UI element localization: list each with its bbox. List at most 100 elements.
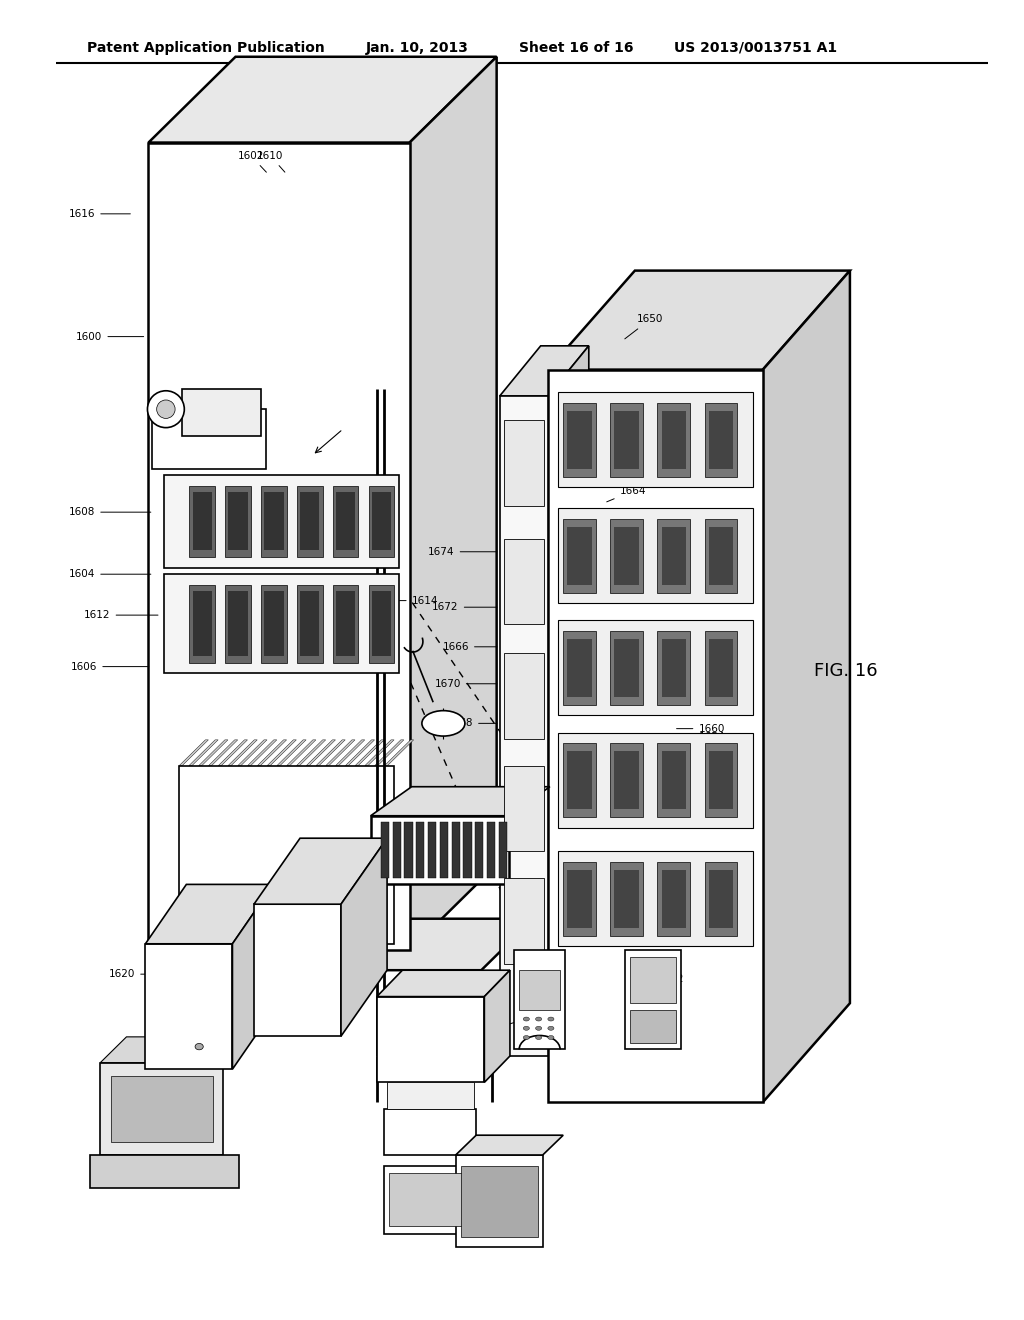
Polygon shape [381,822,389,878]
Text: 1680: 1680 [468,1023,514,1038]
Polygon shape [199,739,228,766]
Polygon shape [499,822,507,878]
Polygon shape [709,870,733,928]
Text: 1654: 1654 [677,731,725,742]
Polygon shape [463,822,471,878]
Polygon shape [563,519,596,593]
Text: 1674: 1674 [428,546,497,557]
Text: 1620: 1620 [109,969,164,979]
Polygon shape [484,970,510,1082]
Ellipse shape [548,1016,554,1022]
Polygon shape [336,739,365,766]
Text: Sheet 16 of 16: Sheet 16 of 16 [519,41,634,54]
Polygon shape [662,527,686,585]
Ellipse shape [147,391,184,428]
Ellipse shape [157,400,175,418]
Polygon shape [610,519,643,593]
Polygon shape [657,743,690,817]
Polygon shape [548,370,763,1102]
Polygon shape [326,739,355,766]
Polygon shape [100,1063,223,1155]
Text: 1600: 1600 [76,331,143,342]
Polygon shape [558,620,753,715]
Polygon shape [384,1109,476,1155]
Polygon shape [261,585,287,663]
Polygon shape [709,411,733,469]
Polygon shape [148,57,497,143]
Polygon shape [461,1166,538,1237]
Polygon shape [705,862,737,936]
Polygon shape [371,787,550,816]
Polygon shape [662,411,686,469]
Text: 1624: 1624 [365,840,402,855]
Polygon shape [193,492,212,550]
Polygon shape [232,884,273,1069]
Polygon shape [257,739,287,766]
Polygon shape [558,508,753,603]
Polygon shape [164,475,399,568]
Polygon shape [504,539,544,624]
Ellipse shape [548,1035,554,1040]
Polygon shape [267,739,296,766]
Text: 1664: 1664 [607,486,646,502]
Text: 1670: 1670 [434,678,497,689]
Ellipse shape [523,1035,529,1040]
Text: 1614: 1614 [388,595,438,606]
Polygon shape [709,527,733,585]
Polygon shape [193,591,212,656]
Polygon shape [393,822,401,878]
Polygon shape [404,822,413,878]
Polygon shape [152,409,266,469]
Ellipse shape [536,1016,542,1022]
Polygon shape [145,884,273,944]
Polygon shape [228,492,248,550]
Polygon shape [452,822,460,878]
Polygon shape [625,950,681,1049]
Polygon shape [614,411,639,469]
Polygon shape [548,346,589,1056]
Polygon shape [763,271,850,1102]
Text: 1668: 1668 [446,718,497,729]
Polygon shape [336,591,355,656]
Polygon shape [384,739,414,766]
Polygon shape [705,519,737,593]
Text: 1604: 1604 [69,569,151,579]
Polygon shape [563,743,596,817]
Ellipse shape [536,1026,542,1031]
Polygon shape [558,733,753,828]
Polygon shape [369,486,394,557]
Text: 1652: 1652 [675,585,723,595]
Polygon shape [297,486,323,557]
Text: 1656: 1656 [677,688,725,698]
Polygon shape [657,403,690,477]
Polygon shape [189,739,218,766]
Polygon shape [100,1038,250,1063]
Polygon shape [504,420,544,506]
Polygon shape [614,527,639,585]
Polygon shape [610,743,643,817]
Polygon shape [657,631,690,705]
Polygon shape [709,639,733,697]
Polygon shape [610,862,643,936]
Polygon shape [372,492,391,550]
Polygon shape [504,766,544,851]
Polygon shape [297,585,323,663]
Polygon shape [610,631,643,705]
Text: 1608: 1608 [69,507,151,517]
Polygon shape [705,403,737,477]
Polygon shape [567,751,592,809]
Polygon shape [384,1166,497,1234]
Polygon shape [563,631,596,705]
Polygon shape [345,739,375,766]
Polygon shape [705,631,737,705]
Polygon shape [248,739,276,766]
Text: 1658: 1658 [677,705,725,715]
Polygon shape [377,997,484,1082]
Polygon shape [148,919,534,970]
Polygon shape [228,591,248,656]
Polygon shape [228,739,257,766]
Polygon shape [387,1082,474,1109]
Polygon shape [657,519,690,593]
Polygon shape [389,1173,492,1226]
Polygon shape [145,944,232,1069]
